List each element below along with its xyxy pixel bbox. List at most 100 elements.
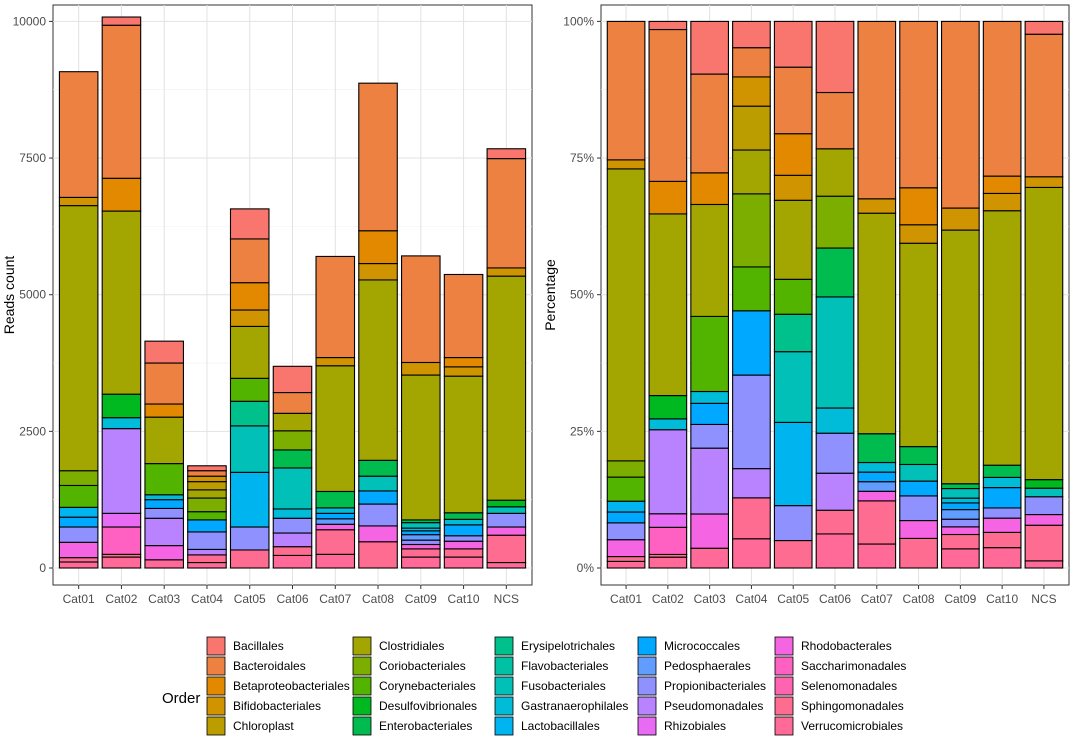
bar-segment-micrococcales-cat08 (899, 480, 938, 497)
bar-segment-clostridiales-ncs (1024, 186, 1064, 481)
legend-label-fusobacteriales: Fusobacteriales (521, 679, 606, 693)
bar-segment-betaproteobacteriales-cat02 (648, 180, 688, 215)
bar-segment-verrucomicrobiales-cat04 (187, 561, 227, 569)
bar-segment-clostridiales-cat03 (690, 203, 729, 317)
bar-segment-fusobacteriales-cat05 (773, 351, 813, 423)
legend-swatch-verrucomicrobiales (774, 716, 794, 736)
bar-segment-verrucomicrobiales-cat03 (690, 547, 729, 569)
legend-swatch-saccharimonadales (774, 656, 794, 676)
y-tick-label: 10000 (13, 14, 47, 28)
legend-label-bifidobacteriales: Bifidobacteriales (233, 699, 321, 713)
bar-segment-bacteroidales-cat09 (401, 255, 441, 364)
legend-label-rhizobiales: Rhizobiales (664, 719, 726, 733)
bar-segment-enterobacteriales-cat07 (857, 433, 897, 464)
bar-segment-pseudomonadales-cat03 (144, 517, 184, 547)
bar-segment-verrucomicrobiales-cat02 (101, 556, 142, 569)
bar-segment-fusobacteriales-ncs (486, 506, 527, 514)
x-tick-label: Cat05 (777, 592, 809, 606)
bar-segment-bifidobacteriales-cat05 (773, 174, 813, 201)
legend-label-verrucomicrobiales: Verrucomicrobiales (801, 719, 903, 733)
bar-segment-clostridiales-cat05 (773, 199, 813, 280)
bar-segment-sphingomonadales-cat06 (815, 509, 855, 535)
x-tick-label: Cat05 (234, 592, 266, 606)
bar-segment-sphingomonadales-cat09 (401, 548, 441, 558)
bar-segment-bacillales-cat06 (815, 20, 855, 94)
bar-segment-clostridiales-cat04 (732, 149, 771, 195)
bar-segment-verrucomicrobiales-ncs (486, 561, 527, 569)
bar-segment-corynebacteriales-cat04 (732, 266, 771, 312)
y-tick-label: 7500 (19, 151, 46, 165)
bar-segment-micrococcales-cat08 (358, 490, 398, 505)
bar-segment-betaproteobacteriales-cat02 (101, 177, 142, 212)
bar-segment-betaproteobacteriales-cat08 (358, 230, 398, 265)
bar-segment-coriobacteriales-cat01 (606, 460, 646, 478)
bar-segment-rhodobacterales-cat01 (606, 539, 646, 558)
bar-segment-propionibacteriales-cat03 (690, 423, 729, 449)
legend-label-selenomonadales: Selenomonadales (801, 679, 897, 693)
legend-swatch-desulfovibrionales (352, 696, 372, 716)
bar-segment-betaproteobacteriales-cat10 (982, 175, 1022, 194)
bar-segment-clostridiales-cat09 (941, 229, 980, 485)
bar-segment-sphingomonadales-cat08 (358, 541, 398, 569)
legend-label-betaproteobacteriales: Betaproteobacteriales (233, 679, 350, 693)
left-y-axis-title: Reads count (1, 256, 17, 335)
bar-segment-coriobacteriales-cat06 (272, 430, 313, 451)
bar-segment-bacillales-cat02 (648, 20, 688, 31)
bar-segment-corynebacteriales-cat01 (606, 476, 646, 502)
right-y-axis-title: Percentage (542, 259, 558, 331)
bar-segment-propionibacteriales-cat01 (606, 522, 646, 541)
bar-segment-bacillales-cat04 (732, 20, 771, 49)
bar-segment-bacteroidales-cat04 (187, 470, 227, 477)
bar-segment-verrucomicrobiales-cat09 (941, 548, 980, 569)
legend-label-enterobacteriales: Enterobacteriales (379, 719, 472, 733)
legend-swatch-fusobacteriales (494, 676, 514, 696)
bar-segment-lactobacillales-cat05 (773, 421, 813, 507)
bar-segment-enterobacteriales-cat09 (941, 483, 980, 490)
bar-segment-desulfovibrionales-ncs (486, 499, 527, 508)
bar-segment-bacteroidales-cat07 (315, 255, 356, 359)
bar-segment-betaproteobacteriales-cat10 (443, 357, 484, 368)
bar-segment-clostridiales-cat07 (315, 365, 356, 493)
bar-segment-verrucomicrobiales-cat10 (982, 547, 1022, 569)
bar-segment-enterobacteriales-cat10 (443, 512, 484, 520)
bar-segment-verrucomicrobiales-cat03 (144, 559, 184, 569)
bar-segment-fusobacteriales-cat09 (401, 522, 441, 529)
bar-segment-rhizobiales-cat02 (648, 513, 688, 528)
bar-segment-pseudomonadales-cat06 (272, 532, 313, 548)
bar-segment-rhodobacterales-cat03 (690, 513, 729, 549)
bar-segment-propionibacteriales-cat09 (941, 518, 980, 528)
bar-segment-bacillales-cat05 (773, 20, 813, 68)
bar-segment-bacillales-ncs (486, 148, 527, 160)
bar-segment-clostridiales-cat08 (358, 279, 398, 461)
bar-segment-bacteroidales-ncs (486, 158, 527, 269)
bar-segment-sphingomonadales-cat04 (732, 497, 771, 540)
bar-segment-clostridiales-cat03 (144, 416, 184, 465)
bar-segment-lactobacillales-cat05 (229, 471, 270, 528)
legend-swatch-rhizobiales (637, 716, 657, 736)
bar-segment-fusobacteriales-cat08 (358, 475, 398, 492)
bar-segment-bacteroidales-cat02 (648, 28, 688, 182)
bar-segment-verrucomicrobiales-cat04 (732, 538, 771, 569)
bar-segment-enterobacteriales-cat07 (315, 490, 356, 509)
legend-label-pedosphaerales: Pedosphaerales (664, 659, 751, 673)
x-tick-label: Cat08 (362, 592, 394, 606)
bar-segment-propionibacteriales-ncs (486, 512, 527, 528)
bar-segment-chloroplast-cat04 (187, 481, 227, 491)
bar-segment-bacteroidales-cat02 (101, 24, 142, 179)
bar-segment-verrucomicrobiales-cat10 (443, 556, 484, 569)
bar-segment-saccharimonadales-cat02 (648, 526, 688, 555)
x-tick-label: Cat09 (405, 592, 437, 606)
bar-segment-propionibacteriales-cat08 (358, 503, 398, 527)
bar-segment-bacteroidales-cat03 (690, 73, 729, 174)
legend-swatch-betaproteobacteriales (206, 676, 226, 696)
bar-segment-rhizobiales-cat02 (101, 512, 142, 528)
bar-segment-rhodobacterales-cat07 (857, 490, 897, 502)
bar-segment-bifidobacteriales-cat09 (401, 361, 441, 376)
bar-segment-clostridiales-cat09 (401, 374, 441, 521)
legend-swatch-chloroplast (206, 716, 226, 736)
legend-label-erysipelotrichales: Erysipelotrichales (521, 639, 615, 653)
bar-segment-bacteroidales-cat03 (144, 362, 184, 405)
bar-segment-bacteroidales-cat10 (982, 20, 1022, 177)
legend-swatch-pseudomonadales (637, 696, 657, 716)
